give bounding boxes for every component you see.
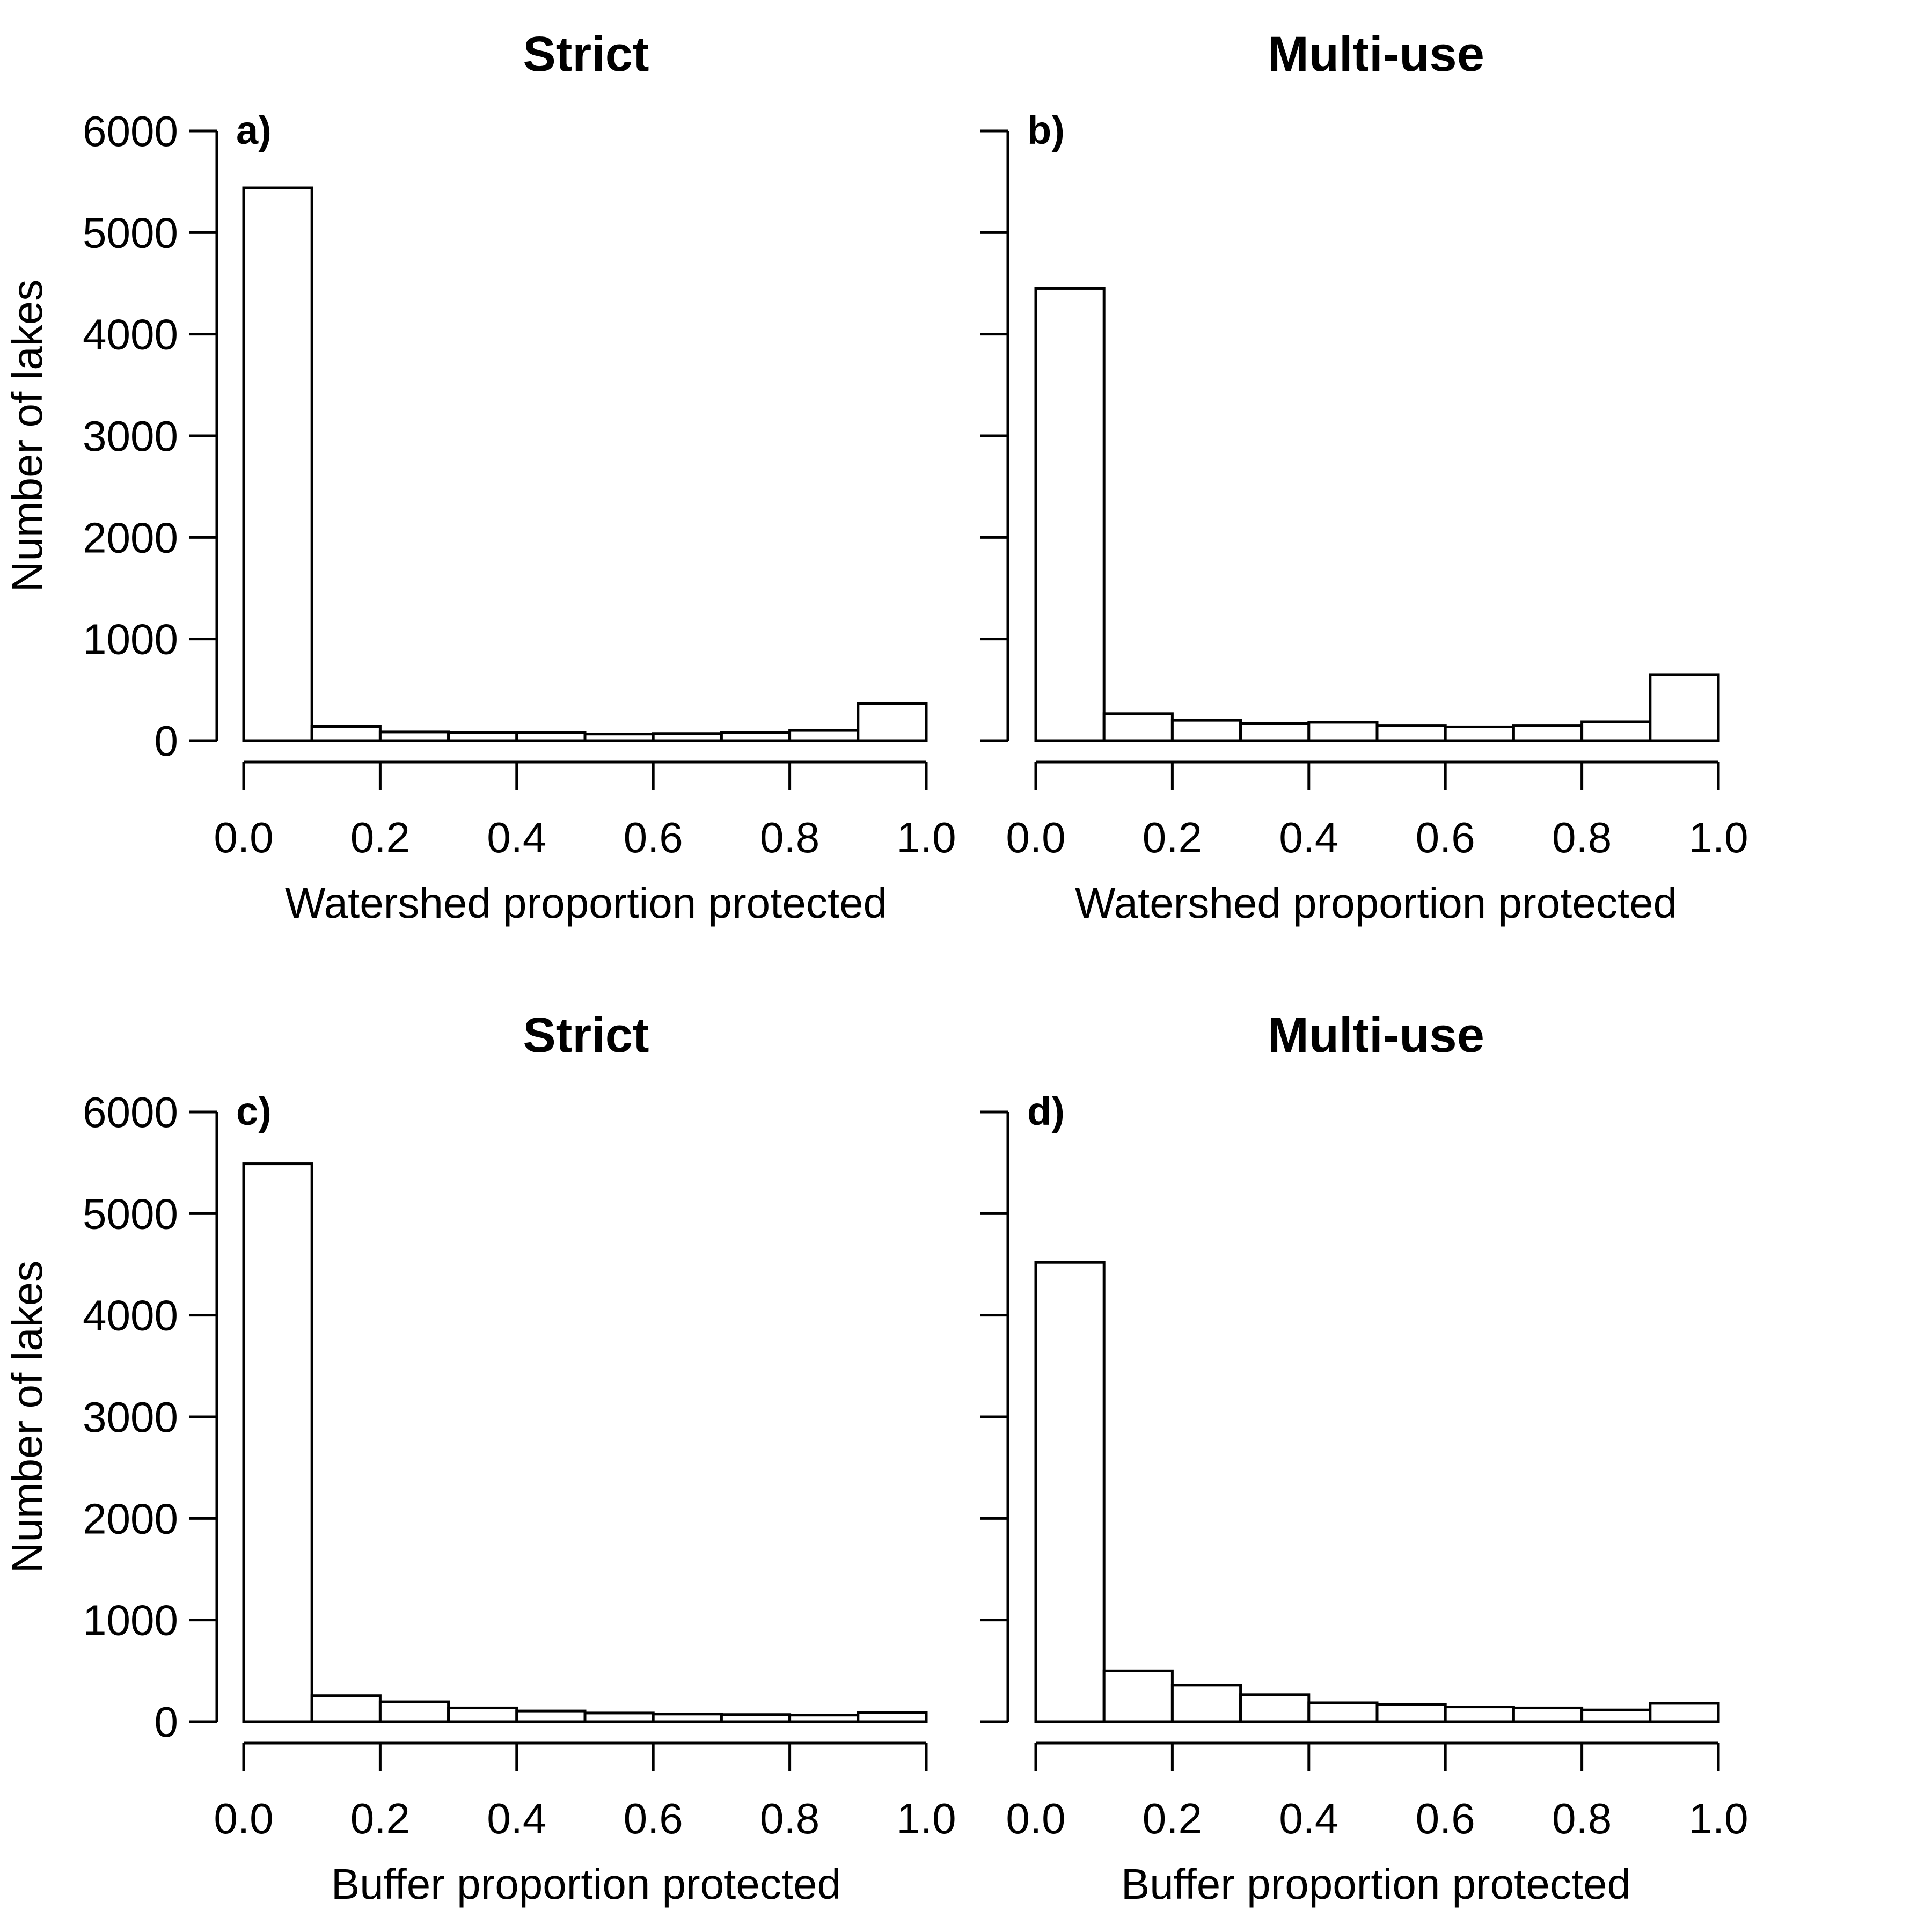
panel-a-x-tick-label-0.6: 0.6 [624, 814, 683, 861]
panel-a-bar-4 [447, 731, 518, 742]
panel-a-x-tick-label-0.2: 0.2 [350, 814, 410, 861]
panel-b-bar-6 [1375, 724, 1447, 742]
panel-c-xlabel: Buffer proportion protected [331, 1860, 841, 1908]
panel-d-bar-7 [1444, 1706, 1515, 1723]
panel-a-y-tick-label-4000: 4000 [83, 311, 178, 358]
panel-c-y-tick-label-2000: 2000 [83, 1495, 178, 1542]
panel-b-label: b) [1027, 108, 1065, 152]
panel-a-ylabel: Number of lakes [3, 280, 51, 592]
panel-a-bar-3 [378, 730, 450, 742]
panel-d-label: d) [1027, 1089, 1065, 1133]
panel-a-y-tick-label-6000: 6000 [83, 107, 178, 155]
panel-a-x-tick-label-0.8: 0.8 [760, 814, 819, 861]
panel-c-label: c) [236, 1089, 272, 1133]
panel-c-bar-10 [857, 1711, 928, 1723]
panel-c-y-tick-label-4000: 4000 [83, 1292, 178, 1340]
panel-d-bar-6 [1375, 1703, 1447, 1723]
panel-c-x-tick-label-0.4: 0.4 [487, 1795, 546, 1842]
panel-c-x-tick-label-0.2: 0.2 [350, 1795, 410, 1842]
panel-b-bar-7 [1444, 725, 1515, 742]
panel-d-bar-2 [1102, 1669, 1174, 1723]
panel-d-title: Multi-use [1268, 1008, 1484, 1063]
panel-a-xlabel: Watershed proportion protected [285, 879, 887, 927]
panel-b-title: Multi-use [1268, 27, 1484, 82]
panel-c-bar-9 [788, 1714, 860, 1723]
panel-a-bar-1 [242, 186, 313, 742]
panel-d-x-tick-label-1.0: 1.0 [1688, 1795, 1748, 1842]
panel-a-x-tick-label-1.0: 1.0 [896, 814, 956, 861]
panel-b-bar-4 [1239, 722, 1311, 742]
panel-d-plot: 0.0 0.2 0.4 0.6 0.8 1.0 [980, 1110, 1748, 1842]
panel-c-x-tick-label-0.8: 0.8 [760, 1795, 819, 1842]
panel-b-plot: 0.0 0.2 0.4 0.6 0.8 1.0 [980, 129, 1748, 861]
panel-d-x-tick-label-0.8: 0.8 [1552, 1795, 1612, 1842]
panel-c-y-tick-label-6000: 6000 [83, 1088, 178, 1136]
panel-d-x-tick-label-0.6: 0.6 [1416, 1795, 1475, 1842]
panel-c-bar-8 [720, 1713, 792, 1723]
panel-a-title: Strict [523, 27, 649, 82]
panel-b-bar-9 [1580, 720, 1652, 742]
panel-a-bar-6 [583, 733, 655, 742]
panel-a-y-tick-label-3000: 3000 [83, 412, 178, 460]
panel-c-plot: 0 1000 2000 3000 4000 5000 6000 0.0 0.2 0.4 0.6 0.8… [83, 1088, 956, 1842]
panel-c-bar-6 [583, 1711, 655, 1723]
panel-d-x-tick-label-0.4: 0.4 [1279, 1795, 1338, 1842]
panel-b-bar-1 [1034, 287, 1106, 742]
panel-c-bar-4 [447, 1706, 518, 1723]
panel-c-x-tick-label-0.6: 0.6 [624, 1795, 683, 1842]
panel-b-x-tick-label-0.6: 0.6 [1416, 814, 1475, 861]
panel-d-bar-1 [1034, 1261, 1106, 1723]
panel-a-y-tick-label-1000: 1000 [83, 616, 178, 663]
panel-d-xlabel: Buffer proportion protected [1121, 1860, 1631, 1908]
panel-d-bar-9 [1580, 1708, 1652, 1723]
panel-c-x-tick-label-1.0: 1.0 [896, 1795, 956, 1842]
panel-c-bar-5 [515, 1709, 587, 1723]
panel-c-y-tick-label-5000: 5000 [83, 1190, 178, 1238]
panel-b-x-tick-label-0.4: 0.4 [1279, 814, 1338, 861]
panel-c-ylabel: Number of lakes [3, 1261, 51, 1573]
panel-b-bar-8 [1512, 724, 1584, 742]
panel-b-bar-3 [1170, 719, 1242, 742]
panel-b-xlabel: Watershed proportion protected [1075, 879, 1677, 927]
panel-a-bar-2 [310, 724, 382, 742]
panel-b-x-tick-label-0.2: 0.2 [1143, 814, 1202, 861]
panel-d-bar-10 [1649, 1702, 1720, 1723]
panel-c-bar-2 [310, 1694, 382, 1723]
panel-a-y-tick-label-0: 0 [155, 717, 179, 765]
panel-d-bar-4 [1239, 1693, 1311, 1723]
panel-a-x-tick-label-0.4: 0.4 [487, 814, 546, 861]
panel-c-y-tick-label-3000: 3000 [83, 1393, 178, 1441]
panel-b-bar-10 [1649, 673, 1720, 742]
panel-d-x-tick-label-0.2: 0.2 [1143, 1795, 1202, 1842]
panel-b-bar-5 [1307, 721, 1379, 742]
panel-c-bar-3 [378, 1700, 450, 1723]
panel-c-bar-7 [652, 1713, 723, 1723]
panel-d-bar-3 [1170, 1684, 1242, 1723]
panel-d-bar-8 [1512, 1706, 1584, 1723]
panel-b-x-tick-label-1.0: 1.0 [1688, 814, 1748, 861]
panel-b-bar-2 [1102, 712, 1174, 742]
panel-a-y-tick-label-2000: 2000 [83, 514, 178, 561]
panel-c-y-tick-label-0: 0 [155, 1698, 179, 1746]
panel-c-x-tick-label-0.0: 0.0 [214, 1795, 273, 1842]
panel-a-bar-8 [720, 731, 792, 742]
panel-a-bar-5 [515, 731, 587, 742]
panel-a-y-tick-label-5000: 5000 [83, 209, 178, 257]
panel-a-plot: 0 1000 2000 3000 4000 5000 6000 0.0 0.2 0.4 0.6 0.8… [83, 107, 956, 861]
panel-a-bar-9 [788, 729, 860, 742]
panel-b-x-tick-label-0.0: 0.0 [1006, 814, 1065, 861]
panel-a-bar-10 [857, 702, 928, 742]
panel-d-x-tick-label-0.0: 0.0 [1006, 1795, 1065, 1842]
panel-c-title: Strict [523, 1008, 649, 1063]
panel-a-bar-7 [652, 732, 723, 742]
panel-a-x-tick-label-0.0: 0.0 [214, 814, 273, 861]
panel-a-label: a) [236, 108, 272, 152]
panel-b-x-tick-label-0.8: 0.8 [1552, 814, 1612, 861]
panel-c-bar-1 [242, 1162, 313, 1723]
panel-c-y-tick-label-1000: 1000 [83, 1597, 178, 1644]
panel-d-bar-5 [1307, 1701, 1379, 1723]
